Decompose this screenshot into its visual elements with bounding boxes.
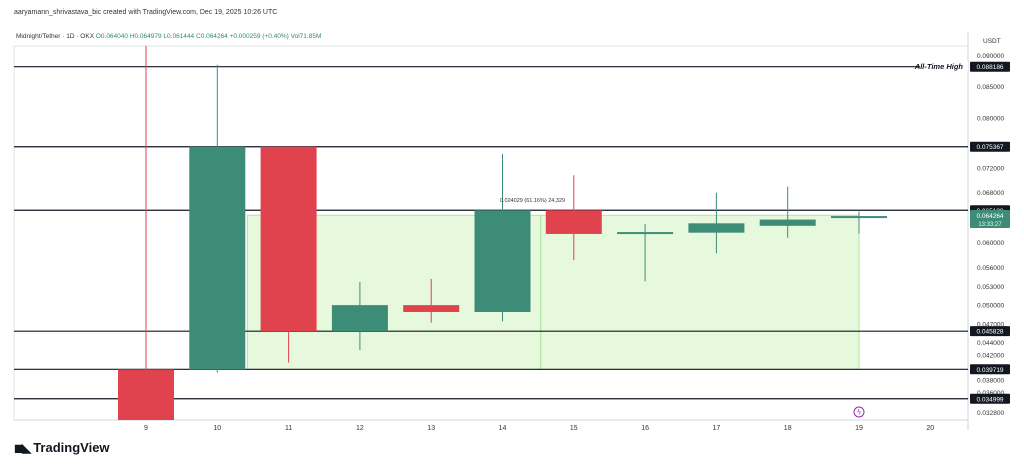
level-price-label: 0.034999 [976, 396, 1003, 403]
lightning-icon-glyph: ϟ [857, 409, 862, 417]
y-tick-label: 0.090000 [977, 53, 1004, 60]
candle-body [831, 216, 887, 219]
lightning-icon[interactable] [853, 406, 865, 418]
candle-body [545, 210, 602, 234]
level-price-tag [970, 61, 1010, 72]
y-tick-label: 0.050000 [977, 303, 1004, 310]
chart-author-caption: aaryamann_shrivastava_bic created with T… [14, 9, 278, 16]
y-tick-label: 0.068000 [977, 190, 1004, 197]
x-tick-label: 9 [144, 425, 148, 432]
level-price-label: 0.039719 [976, 367, 1003, 374]
tradingview-logo-icon: ◼◣ [14, 440, 31, 455]
x-tick-label: 16 [641, 425, 649, 432]
x-tick-label: 18 [784, 425, 792, 432]
y-tick-label: 0.056000 [977, 265, 1004, 272]
candle-body [617, 232, 674, 235]
measure-label: 0.024029 (61.16%) 24,329 [500, 198, 565, 204]
level-note-label: All-Time High [914, 62, 964, 71]
countdown-label: 13:33:27 [978, 222, 1002, 228]
y-tick-label: 0.047000 [977, 321, 1004, 328]
candle-body [759, 219, 816, 226]
y-tick-label: 0.036000 [977, 390, 1004, 397]
level-price-tag [970, 364, 1010, 375]
level-price-label: 0.088186 [976, 64, 1003, 71]
candle-body [688, 223, 745, 233]
x-tick-label: 15 [570, 425, 578, 432]
tradingview-brand[interactable]: ◼◣ TradingView [14, 440, 110, 455]
y-tick-label: 0.053000 [977, 284, 1004, 291]
level-price-label: 0.045828 [976, 329, 1003, 336]
x-tick-label: 10 [213, 425, 221, 432]
level-price-tag [970, 393, 1010, 404]
y-tick-label: 0.060000 [977, 240, 1004, 247]
y-tick-label: 0.085000 [977, 84, 1004, 91]
candle-body [260, 146, 317, 332]
x-tick-label: 11 [285, 425, 292, 432]
y-tick-label: 0.044000 [977, 340, 1004, 347]
level-note-bg [920, 61, 968, 72]
candle-body [474, 210, 531, 312]
candle-body [403, 305, 460, 312]
brand-name: TradingView [33, 440, 110, 455]
level-price-label: 0.075367 [976, 144, 1003, 151]
x-tick-label: 12 [356, 425, 364, 432]
symbol-name[interactable]: Midnight/Tether · 1D · OKX [16, 33, 95, 40]
x-tick-label: 19 [855, 425, 863, 432]
x-tick-label: 20 [926, 425, 934, 432]
level-price-tag [970, 141, 1010, 152]
y-tick-label: 0.032800 [977, 410, 1004, 417]
y-tick-label: 0.038000 [977, 378, 1004, 385]
ohlc-values: O0.064040 H0.064979 L0.061444 C0.064264 … [95, 33, 322, 40]
candle-body [118, 369, 174, 420]
range-box [246, 214, 860, 370]
last-price-tag [970, 210, 1010, 229]
currency-label: USDT [983, 38, 1001, 45]
level-price-tag [970, 326, 1010, 337]
y-tick-label: 0.072000 [977, 165, 1004, 172]
candle-body [189, 146, 246, 370]
x-tick-label: 17 [713, 425, 721, 432]
x-tick-label: 14 [499, 425, 507, 432]
last-price-label: 0.064264 [976, 213, 1003, 220]
candle-body [331, 305, 388, 332]
y-tick-label: 0.080000 [977, 115, 1004, 122]
symbol-legend: Midnight/Tether · 1D · OKX O0.064040 H0.… [16, 33, 321, 40]
x-tick-label: 13 [427, 425, 435, 432]
y-tick-label: 0.042000 [977, 353, 1004, 360]
